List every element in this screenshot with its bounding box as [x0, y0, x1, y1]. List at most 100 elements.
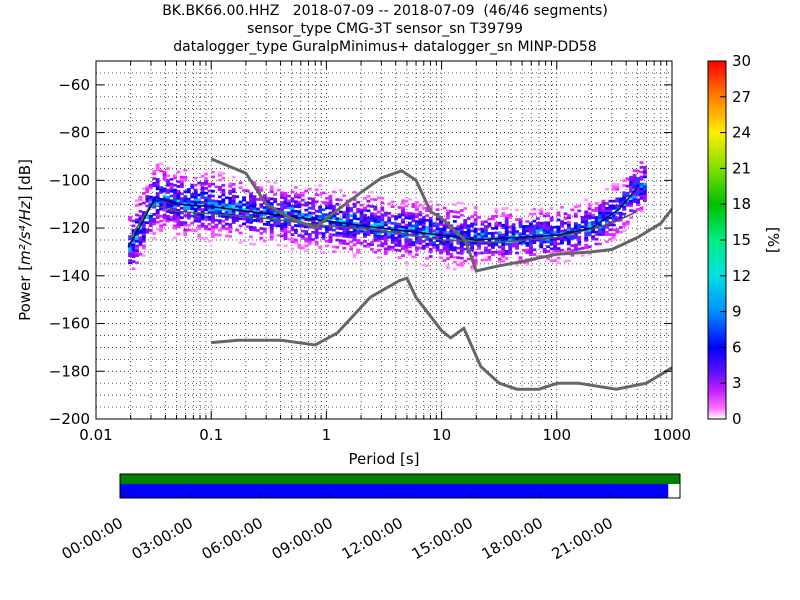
heatmap-cell — [563, 212, 568, 216]
heatmap-cell — [490, 246, 495, 249]
heatmap-cell — [480, 237, 485, 241]
heatmap-cell — [390, 222, 395, 225]
heatmap-cell — [359, 230, 364, 233]
heatmap-cell — [273, 212, 278, 215]
heatmap-cell — [587, 231, 592, 234]
heatmap-cell — [179, 223, 184, 227]
heatmap-cell — [190, 229, 195, 232]
heatmap-cell — [290, 190, 295, 194]
heatmap-cell — [293, 205, 298, 208]
heatmap-cell — [345, 213, 350, 217]
heatmap-cell — [408, 228, 412, 232]
heatmap-cell — [636, 198, 640, 202]
heatmap-cell — [204, 196, 208, 200]
heatmap-cell — [584, 229, 589, 233]
heatmap-cell — [228, 196, 233, 200]
heatmap-cell — [573, 236, 578, 240]
heatmap-cell — [269, 187, 274, 191]
heatmap-cell — [131, 267, 136, 271]
heatmap-cell — [363, 220, 367, 224]
heatmap-cell — [176, 194, 181, 198]
heatmap-cell — [484, 232, 488, 235]
heatmap-cell — [217, 188, 222, 192]
heatmap-cell — [328, 233, 333, 236]
heatmap-cell — [217, 212, 222, 215]
heatmap-cell — [273, 193, 278, 196]
heatmap-cell — [342, 220, 347, 224]
heatmap-cell — [262, 239, 267, 243]
heatmap-cell — [366, 209, 371, 213]
heatmap-cell — [411, 217, 416, 221]
heatmap-cell — [459, 230, 464, 234]
heatmap-cell — [404, 228, 409, 232]
heatmap-cell — [321, 232, 326, 235]
heatmap-cell — [428, 248, 433, 251]
heatmap-cell — [373, 236, 378, 240]
heatmap-cell — [383, 235, 388, 239]
heatmap-cell — [535, 226, 540, 230]
heatmap-cell — [487, 255, 492, 259]
heatmap-cell — [525, 229, 530, 233]
heatmap-cell — [418, 218, 423, 221]
heatmap-cell — [311, 197, 316, 201]
heatmap-cell — [325, 213, 329, 217]
heatmap-cell — [632, 169, 637, 172]
heatmap-cell — [456, 237, 461, 240]
heatmap-cell — [359, 241, 364, 245]
heatmap-cell — [166, 167, 170, 170]
heatmap-cell — [408, 197, 412, 201]
heatmap-cell — [352, 190, 357, 194]
heatmap-cell — [155, 185, 160, 188]
heatmap-cell — [342, 234, 347, 238]
heatmap-cell — [228, 211, 233, 214]
time-tick-label: 00:00:00 — [59, 514, 126, 563]
heatmap-cell — [421, 216, 426, 219]
heatmap-cell — [542, 247, 547, 251]
heatmap-cell — [249, 192, 253, 196]
heatmap-cell — [155, 177, 160, 181]
heatmap-cell — [428, 250, 433, 254]
heatmap-cell — [162, 201, 167, 205]
heatmap-cell — [148, 224, 153, 228]
heatmap-cell — [411, 224, 416, 228]
heatmap-cell — [159, 224, 164, 228]
heatmap-cell — [276, 217, 281, 221]
heatmap-cell — [266, 223, 271, 227]
heatmap-cell — [366, 230, 371, 234]
heatmap-cell — [325, 201, 329, 205]
heatmap-cell — [235, 202, 240, 206]
heatmap-cell — [584, 236, 589, 240]
heatmap-cell — [566, 214, 571, 217]
heatmap-cell — [411, 229, 416, 232]
heatmap-cell — [217, 174, 222, 177]
heatmap-cell — [197, 224, 202, 228]
heatmap-cell — [169, 185, 174, 188]
heatmap-cell — [459, 252, 464, 255]
heatmap-cell — [200, 203, 205, 207]
heatmap-cell — [356, 222, 361, 226]
heatmap-cell — [269, 226, 274, 229]
heatmap-cell — [532, 226, 537, 230]
heatmap-cell — [363, 240, 367, 243]
heatmap-cell — [363, 218, 367, 222]
heatmap-cell — [173, 198, 177, 201]
heatmap-cell — [428, 219, 433, 223]
heatmap-cell — [629, 182, 634, 186]
heatmap-cell — [293, 212, 298, 215]
heatmap-cell — [418, 203, 423, 207]
heatmap-cell — [566, 259, 571, 263]
heatmap-cell — [504, 216, 509, 220]
heatmap-cell — [179, 192, 184, 196]
heatmap-cell — [560, 225, 564, 228]
heatmap-cell — [283, 206, 288, 209]
colorbar-tick-label: 15 — [732, 231, 751, 249]
heatmap-cell — [490, 243, 495, 247]
heatmap-cell — [442, 235, 447, 239]
heatmap-cell — [287, 218, 291, 222]
heatmap-cell — [463, 235, 468, 239]
heatmap-cell — [245, 206, 250, 209]
heatmap-cell — [446, 216, 450, 220]
heatmap-cell — [556, 225, 561, 229]
heatmap-cell — [515, 230, 519, 233]
heatmap-cell — [138, 217, 143, 220]
